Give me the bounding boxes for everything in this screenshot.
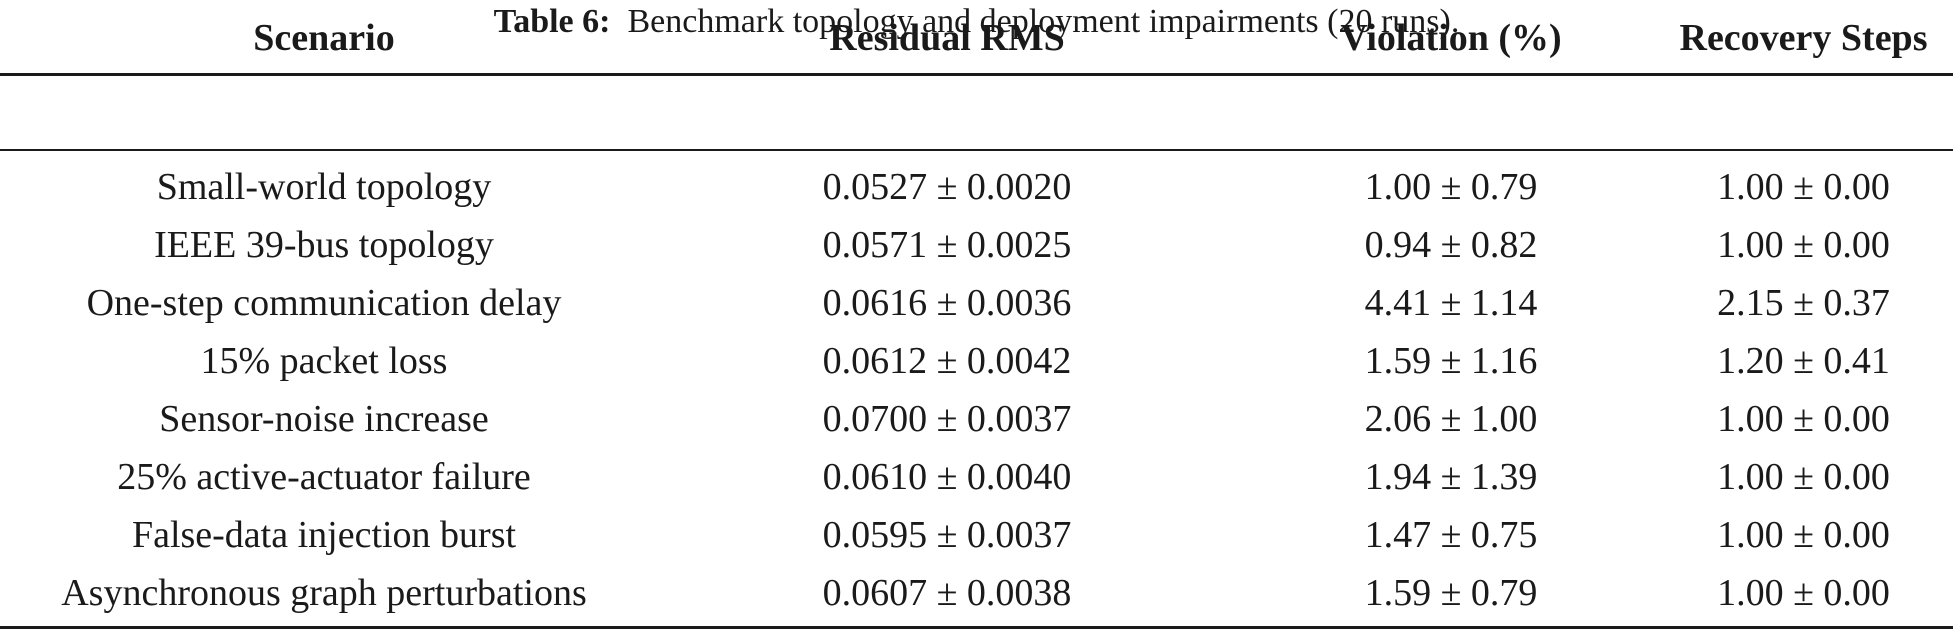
- table-caption-label: Table 6:: [493, 3, 611, 40]
- cell-recovery-steps: 1.00 ± 0.00: [1717, 572, 1890, 614]
- cell-violation: 1.59 ± 0.79: [1364, 572, 1538, 614]
- cell-residual-rms: 0.0571 ± 0.0025: [822, 224, 1072, 266]
- cell-residual-rms: 0.0527 ± 0.0020: [822, 166, 1072, 208]
- cell-residual-rms: 0.0700 ± 0.0037: [822, 398, 1072, 440]
- cell-recovery-steps: 1.00 ± 0.00: [1717, 456, 1890, 498]
- table-row: Sensor-noise increase 0.0700 ± 0.0037 2.…: [0, 390, 1951, 448]
- cell-violation: 1.00 ± 0.79: [1364, 166, 1538, 208]
- table-row: False-data injection burst 0.0595 ± 0.00…: [0, 506, 1951, 564]
- cell-recovery-steps: 1.00 ± 0.00: [1717, 514, 1890, 556]
- cell-residual-rms: 0.0610 ± 0.0040: [822, 456, 1072, 498]
- table-row: 25% active-actuator failure 0.0610 ± 0.0…: [0, 448, 1951, 506]
- header-scenario: Scenario: [253, 16, 395, 59]
- cell-recovery-steps: 1.20 ± 0.41: [1717, 340, 1890, 382]
- table-row: Small-world topology 0.0527 ± 0.0020 1.0…: [0, 158, 1951, 216]
- table-bottom-rule: [0, 626, 1953, 629]
- cell-scenario: IEEE 39-bus topology: [154, 224, 494, 266]
- header-violation: Violation (%): [1340, 16, 1562, 59]
- cell-recovery-steps: 1.00 ± 0.00: [1717, 398, 1890, 440]
- table-row: One-step communication delay 0.0616 ± 0.…: [0, 274, 1951, 332]
- cell-scenario: One-step communication delay: [86, 282, 562, 324]
- header-recovery-steps: Recovery Steps: [1679, 16, 1928, 59]
- table-row: 15% packet loss 0.0612 ± 0.0042 1.59 ± 1…: [0, 332, 1951, 390]
- cell-recovery-steps: 2.15 ± 0.37: [1717, 282, 1890, 324]
- cell-violation: 2.06 ± 1.00: [1364, 398, 1538, 440]
- cell-scenario: 25% active-actuator failure: [117, 456, 531, 498]
- cell-recovery-steps: 1.00 ± 0.00: [1717, 224, 1890, 266]
- cell-scenario: Small-world topology: [156, 166, 492, 208]
- table-row: IEEE 39-bus topology 0.0571 ± 0.0025 0.9…: [0, 216, 1951, 274]
- cell-residual-rms: 0.0616 ± 0.0036: [822, 282, 1072, 324]
- cell-residual-rms: 0.0595 ± 0.0037: [822, 514, 1072, 556]
- cell-recovery-steps: 1.00 ± 0.00: [1717, 166, 1890, 208]
- cell-scenario: 15% packet loss: [200, 340, 448, 382]
- cell-violation: 1.94 ± 1.39: [1364, 456, 1538, 498]
- table-top-rule: [0, 73, 1953, 76]
- header-residual-rms: Residual RMS: [829, 16, 1065, 59]
- cell-scenario: Sensor-noise increase: [159, 398, 489, 440]
- cell-residual-rms: 0.0607 ± 0.0038: [822, 572, 1072, 614]
- cell-violation: 1.47 ± 0.75: [1364, 514, 1538, 556]
- table-caption: Table 6: Benchmark topology and deployme…: [0, 0, 1953, 44]
- cell-violation: 4.41 ± 1.14: [1364, 282, 1538, 324]
- cell-scenario: Asynchronous graph perturbations: [61, 572, 587, 614]
- cell-violation: 1.59 ± 1.16: [1364, 340, 1538, 382]
- cell-violation: 0.94 ± 0.82: [1364, 224, 1538, 266]
- cell-scenario: False-data injection burst: [131, 514, 517, 556]
- table-header-rule: [0, 149, 1953, 151]
- table-row: Asynchronous graph perturbations 0.0607 …: [0, 564, 1951, 622]
- cell-residual-rms: 0.0612 ± 0.0042: [822, 340, 1072, 382]
- table-header-row: Scenario Residual RMS Violation (%) Reco…: [0, 0, 1951, 75]
- table-caption-text: Benchmark topology and deployment impair…: [627, 3, 1460, 40]
